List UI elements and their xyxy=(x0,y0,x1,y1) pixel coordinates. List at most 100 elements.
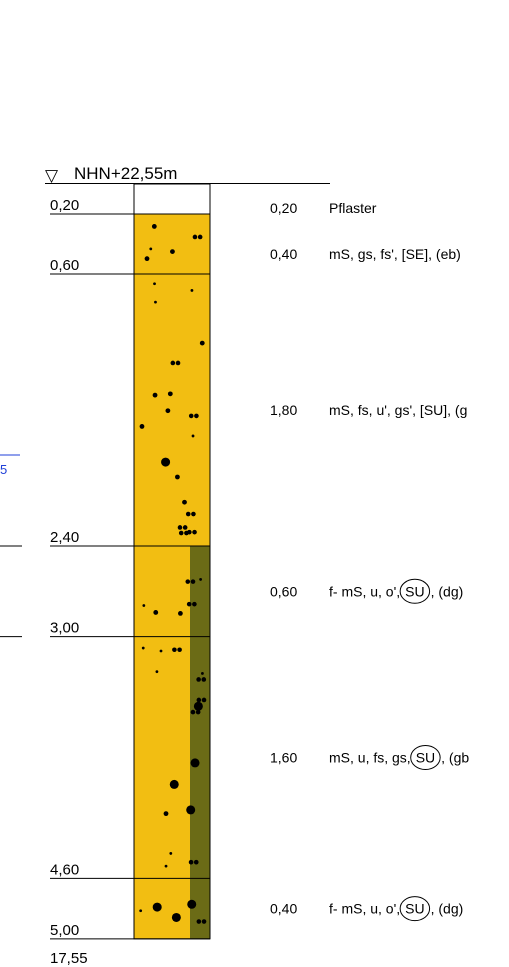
gravel-dot xyxy=(201,672,204,675)
double-dot-symbol xyxy=(196,697,202,703)
gravel-dot xyxy=(167,391,173,397)
double-dot-symbol xyxy=(201,919,207,924)
layer-labels: 0,20 0,20 Pflaster 0,60 0,40 mS, gs, fs', [SE… xyxy=(50,197,469,939)
layer-thickness-label: 1,80 xyxy=(270,402,297,418)
gravel-dot xyxy=(153,282,156,286)
layer-thickness-label: 1,60 xyxy=(270,750,297,766)
layer-description-suffix: , (gb xyxy=(441,750,469,766)
double-dot-symbol xyxy=(190,579,196,584)
double-dot-symbol xyxy=(192,529,197,535)
olive-strip-fill xyxy=(190,545,210,637)
double-dot-symbol xyxy=(172,647,177,653)
gravel-dot xyxy=(144,256,150,262)
gravel-dot xyxy=(199,578,203,581)
layer-description: Pflaster xyxy=(329,200,377,216)
ground-elevation-label: NHN+22,55m xyxy=(74,164,177,183)
soil-symbols xyxy=(139,224,207,924)
gravel-dot xyxy=(153,610,159,615)
gravel-dot xyxy=(187,899,197,909)
double-dot-symbol xyxy=(191,511,196,517)
sand-layer-fill xyxy=(134,214,210,274)
layer-fills xyxy=(134,214,210,939)
gravel-dot xyxy=(186,805,196,815)
gravel-dot xyxy=(190,289,194,292)
gravel-dot xyxy=(169,852,173,855)
sand-layer-fill xyxy=(134,274,210,546)
side-water-marker: 5 xyxy=(0,454,20,477)
encircled-soil-group: SU xyxy=(416,750,435,766)
depth-label: 3,00 xyxy=(50,620,79,637)
gravel-dot xyxy=(169,779,179,789)
water-marker-text: 5 xyxy=(0,462,7,477)
gravel-dot xyxy=(159,649,163,653)
water-level-triangle-icon: ▽ xyxy=(45,166,59,185)
gravel-dot xyxy=(154,300,157,304)
gravel-dot xyxy=(142,604,146,607)
gravel-dot xyxy=(155,670,159,674)
gravel-dot xyxy=(163,811,169,817)
layer-thickness-label: 0,60 xyxy=(270,583,297,599)
encircle-ring-icon xyxy=(399,896,431,922)
gravel-dot xyxy=(199,340,205,346)
layer-thickness-label: 0,40 xyxy=(270,901,297,917)
double-dot-symbol xyxy=(177,647,182,653)
depth-label: 5,00 xyxy=(50,922,79,939)
depth-label: 2,40 xyxy=(50,529,79,546)
double-dot-symbol xyxy=(193,859,199,865)
layer-description: f- mS, u, o', xyxy=(329,583,400,599)
layer-description: mS, gs, fs', [SE], (eb) xyxy=(329,246,461,262)
double-dot-symbol xyxy=(196,919,202,924)
gravel-dot xyxy=(175,474,180,480)
double-dot-symbol xyxy=(196,677,201,682)
double-dot-symbol xyxy=(186,601,192,607)
layer-description-suffix: , (dg) xyxy=(431,901,464,917)
gravel-dot xyxy=(151,224,157,229)
layer-thickness-label: 0,40 xyxy=(270,246,297,262)
layer-boundary-lines xyxy=(0,183,211,940)
double-dot-symbol xyxy=(197,234,203,240)
gravel-dot xyxy=(139,424,145,429)
double-dot-symbol xyxy=(195,709,201,715)
layer-description: f- mS, u, o', xyxy=(329,901,400,917)
depth-label: 4,60 xyxy=(50,861,79,878)
gravel-dot xyxy=(141,646,145,650)
double-dot-symbol xyxy=(177,525,183,530)
gravel-dot xyxy=(139,909,143,913)
gravel-dot xyxy=(164,864,168,868)
encircled-soil-group: SU xyxy=(405,583,424,599)
gravel-dot xyxy=(193,701,203,711)
double-dot-symbol xyxy=(175,360,181,366)
gravel-dot xyxy=(178,610,183,616)
double-dot-symbol xyxy=(201,697,207,703)
double-dot-symbol xyxy=(182,525,188,530)
layer-description-suffix: , (dg) xyxy=(431,583,464,599)
double-dot-symbol xyxy=(187,529,192,535)
double-dot-symbol xyxy=(201,677,207,682)
double-dot-symbol xyxy=(194,413,199,419)
borehole-column-outline xyxy=(133,183,211,940)
double-dot-symbol xyxy=(188,859,194,865)
double-dot-symbol xyxy=(188,413,194,419)
bottom-elevation-label: 17,55 xyxy=(50,950,88,967)
double-dot-symbol xyxy=(185,511,191,517)
gravel-dot xyxy=(190,758,200,768)
gravel-dot xyxy=(152,392,158,398)
gravel-dot xyxy=(165,408,171,414)
layer-description: mS, fs, u', gs', [SU], (g xyxy=(329,402,467,418)
encircled-soil-group: SU xyxy=(405,901,424,917)
olive-strip-fill xyxy=(190,878,210,939)
double-dot-symbol xyxy=(192,234,198,240)
double-dot-symbol xyxy=(185,579,191,584)
layer-description: mS, u, fs, gs, xyxy=(329,750,411,766)
gravel-dot xyxy=(161,457,171,467)
gravel-dot xyxy=(170,249,175,255)
gravel-dot xyxy=(171,912,181,922)
encircle-ring-icon xyxy=(399,578,431,604)
double-dot-symbol xyxy=(190,709,196,715)
double-dot-symbol xyxy=(192,601,197,607)
profile-header: ▽ NHN+22,55m xyxy=(45,164,330,185)
gravel-dot xyxy=(182,499,187,505)
encircle-ring-icon xyxy=(410,745,441,771)
gravel-dot xyxy=(152,902,162,912)
